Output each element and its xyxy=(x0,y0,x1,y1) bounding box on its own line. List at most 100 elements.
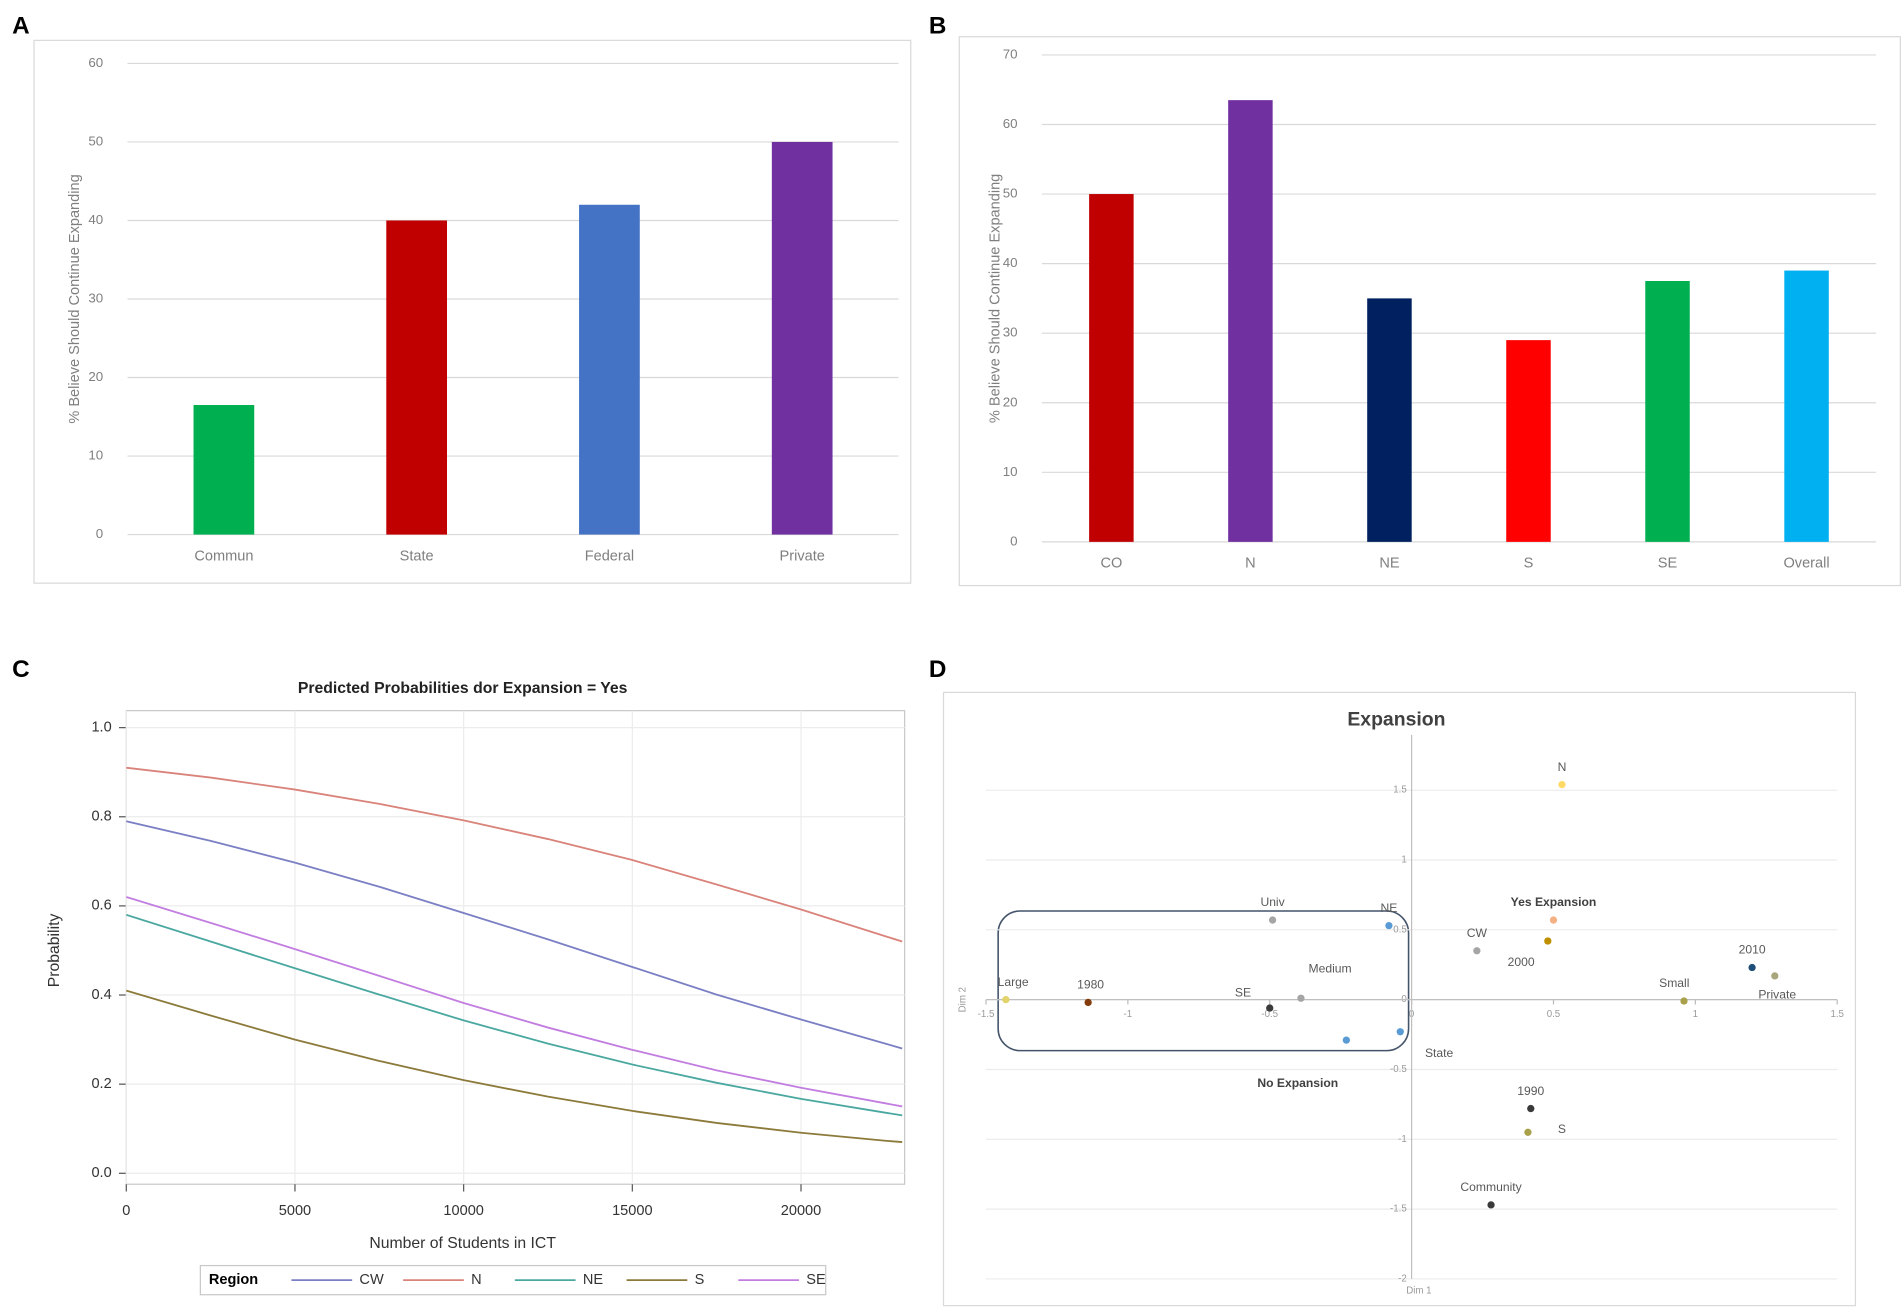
panel-c-frame xyxy=(125,710,906,1185)
panel-a-frame xyxy=(33,39,912,584)
point-label: Private xyxy=(1758,988,1796,1002)
point xyxy=(1748,963,1756,972)
x-tick-label: -1 xyxy=(1124,1009,1133,1020)
y-axis-label: % Believe Should Continue Expanding xyxy=(67,174,83,423)
point xyxy=(1002,996,1010,1004)
panel-letter: C xyxy=(12,656,30,683)
y-tick-label: 0.2 xyxy=(91,1076,111,1092)
point xyxy=(1385,921,1393,930)
y-tick-label: -1 xyxy=(1398,1134,1407,1145)
y-tick-label: -0.5 xyxy=(1390,1064,1407,1075)
point xyxy=(1266,1004,1274,1012)
x-tick-label: 1.5 xyxy=(1830,1009,1844,1020)
point-label: NE xyxy=(1380,901,1397,915)
point xyxy=(1544,937,1552,945)
x-tick-label: Federal xyxy=(585,548,634,564)
x-tick-label: CO xyxy=(1100,556,1122,572)
x-tick-label: 0.5 xyxy=(1547,1009,1561,1020)
x-tick-label: 15000 xyxy=(612,1203,653,1219)
y-tick-label: 60 xyxy=(88,55,103,70)
y-tick-label: 70 xyxy=(1003,46,1018,61)
chart-title: Expansion xyxy=(1347,708,1445,730)
x-tick-label: 10000 xyxy=(443,1203,484,1219)
x-tick-label: -1.5 xyxy=(978,1009,995,1020)
x-tick-label: 1 xyxy=(1693,1009,1698,1020)
y-tick-label: 0.0 xyxy=(91,1165,111,1181)
legend-label: S xyxy=(695,1272,705,1288)
line xyxy=(126,766,903,943)
panel-letter: B xyxy=(929,12,947,39)
point-label: No Expansion xyxy=(1257,1076,1338,1090)
legend-title: Region xyxy=(209,1272,258,1288)
point xyxy=(1297,994,1305,1002)
point-label: N xyxy=(1558,760,1567,774)
bar xyxy=(1228,100,1273,542)
y-tick-label: 0 xyxy=(96,526,103,541)
y-tick-label: 40 xyxy=(1003,255,1018,270)
x-tick-label: Private xyxy=(780,548,825,564)
y-tick-label: 0.4 xyxy=(91,987,111,1003)
x-tick-label: Overall xyxy=(1783,556,1829,572)
line xyxy=(126,989,903,1143)
x-axis-label: Number of Students in ICT xyxy=(369,1235,556,1252)
y-tick-label: 1 xyxy=(1401,855,1406,866)
point-label: Large xyxy=(998,975,1029,989)
point-label: Yes Expansion xyxy=(1511,895,1597,909)
panel-letter: A xyxy=(12,12,30,39)
legend-label: SE xyxy=(806,1272,826,1288)
point xyxy=(1524,1128,1532,1136)
point xyxy=(1396,1028,1404,1036)
y-tick-label: 10 xyxy=(1003,464,1018,479)
legend-label: NE xyxy=(583,1272,604,1288)
x-tick-label: State xyxy=(400,548,434,564)
y-tick-label: 20 xyxy=(1003,394,1018,409)
point-label: S xyxy=(1558,1122,1566,1136)
point-label: State xyxy=(1425,1046,1454,1060)
y-tick-label: 40 xyxy=(88,212,103,227)
point-label: Small xyxy=(1659,976,1689,990)
point-label: SE xyxy=(1235,986,1251,1000)
bar xyxy=(1367,298,1412,542)
y-tick-label: 10 xyxy=(88,448,103,463)
point-label: Medium xyxy=(1309,961,1352,975)
legend-box xyxy=(199,1264,827,1296)
cluster-outline xyxy=(997,910,1410,1052)
point xyxy=(1487,1201,1495,1209)
y-tick-label: -1.5 xyxy=(1390,1204,1407,1215)
legend-label: N xyxy=(471,1272,482,1288)
y-tick-label: -2 xyxy=(1398,1273,1407,1284)
x-tick-label: 20000 xyxy=(781,1203,822,1219)
y-tick-label: 0.5 xyxy=(1393,924,1407,935)
y-axis-label: % Believe Should Continue Expanding xyxy=(988,174,1004,423)
y-tick-label: 50 xyxy=(88,133,103,148)
point-label: 2010 xyxy=(1739,943,1766,957)
bar xyxy=(1089,194,1134,542)
y-axis-label: Dim 2 xyxy=(957,987,968,1012)
line xyxy=(126,913,903,1117)
y-tick-label: 0 xyxy=(1010,533,1017,548)
y-tick-label: 0.8 xyxy=(91,809,111,825)
y-tick-label: 1.5 xyxy=(1393,785,1407,796)
point-label: 2000 xyxy=(1508,955,1535,969)
point xyxy=(1771,972,1779,980)
x-tick-label: SE xyxy=(1658,556,1678,572)
bar xyxy=(1506,340,1551,542)
x-tick-label: NE xyxy=(1379,556,1400,572)
y-tick-label: 0.6 xyxy=(91,898,111,914)
bar xyxy=(579,204,640,535)
y-tick-label: 60 xyxy=(1003,116,1018,131)
bar xyxy=(386,220,448,535)
point xyxy=(1680,997,1688,1005)
x-tick-label: Commun xyxy=(194,548,253,564)
line xyxy=(126,896,903,1108)
y-tick-label: 30 xyxy=(1003,325,1018,340)
x-tick-label: 5000 xyxy=(279,1203,311,1219)
point xyxy=(1527,1104,1535,1113)
y-tick-label: 20 xyxy=(88,369,103,384)
bar xyxy=(771,141,833,535)
point xyxy=(1342,1036,1350,1044)
y-axis-label: Probability xyxy=(46,914,63,988)
point xyxy=(1268,916,1277,924)
